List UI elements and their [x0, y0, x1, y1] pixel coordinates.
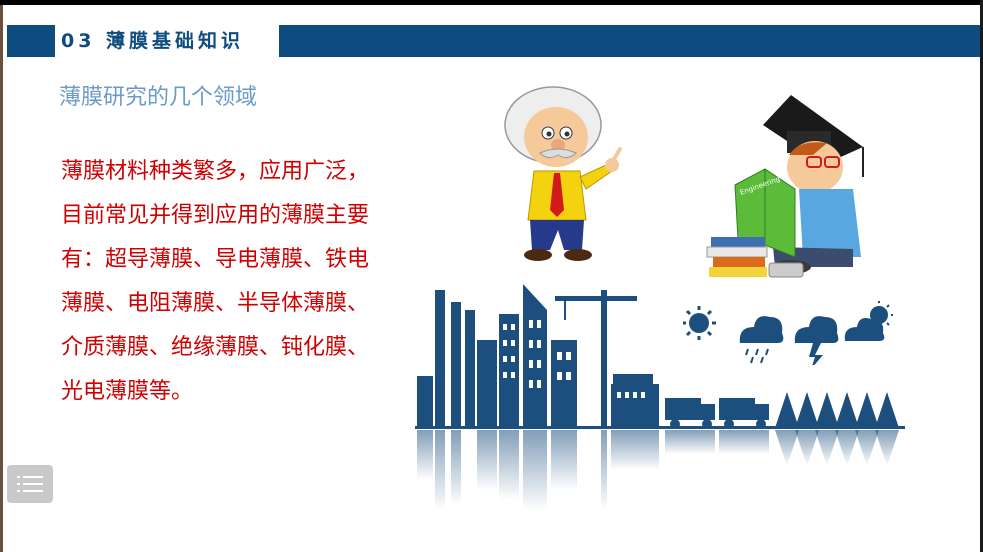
list-menu-icon: [17, 476, 43, 492]
header-bar-left: [7, 25, 55, 57]
subtitle: 薄膜研究的几个领域: [59, 85, 258, 110]
city-windows: [503, 320, 645, 398]
header-title: 03 薄膜基础知识: [61, 30, 245, 52]
cityscape-illustration: [415, 284, 905, 510]
city-reflection: [417, 430, 899, 510]
body-paragraph: 薄膜材料种类繁多，应用广泛，目前常见并得到应用的薄膜主要有：超导薄膜、导电薄膜、…: [61, 159, 370, 404]
scientist-illustration: [504, 86, 622, 261]
window-left-border: [0, 5, 3, 552]
storm-cloud-icon: [794, 316, 839, 365]
rain-cloud-icon: [739, 316, 784, 364]
header-bar-right: [279, 25, 980, 57]
slide: 03 薄膜基础知识 薄膜研究的几个领域 薄膜材料种类繁多，应用广泛，目前常见并得…: [3, 5, 980, 552]
menu-button[interactable]: [7, 465, 53, 503]
student-illustration: Engineering: [706, 95, 864, 278]
sun-icon: [683, 306, 716, 340]
weather-icons: [683, 301, 893, 365]
sun-cloud-icon: [844, 301, 893, 341]
window-right-border: [980, 0, 983, 552]
city-buildings: [417, 284, 899, 429]
window-top-border: [0, 0, 983, 5]
